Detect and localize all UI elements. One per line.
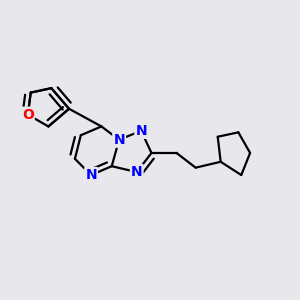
Text: N: N — [135, 124, 147, 138]
Text: O: O — [22, 108, 34, 122]
Text: N: N — [85, 168, 97, 182]
Text: N: N — [113, 133, 125, 147]
Text: N: N — [131, 165, 142, 179]
